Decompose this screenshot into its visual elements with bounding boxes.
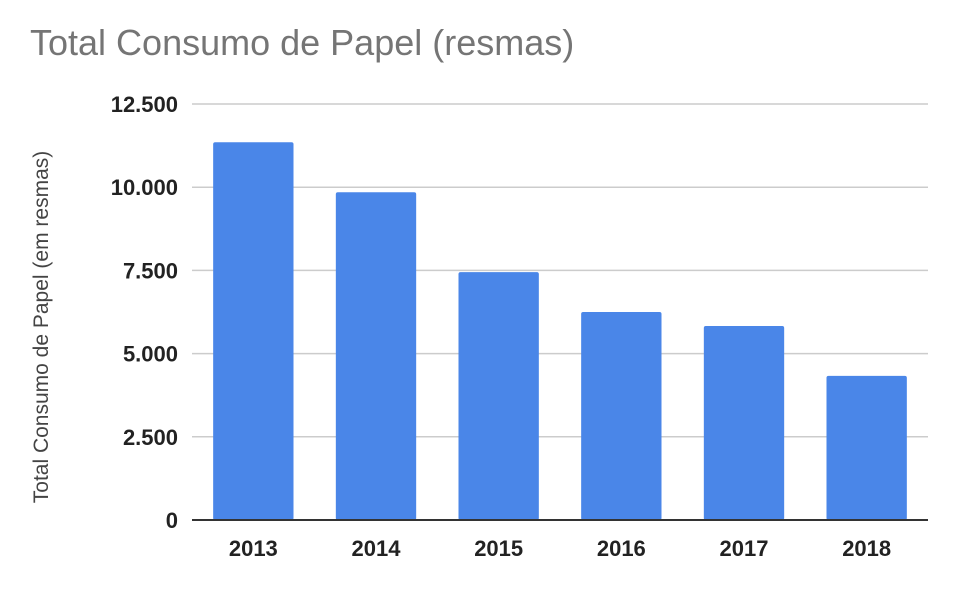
x-tick-labels: 2013 2014 2015 2016 2017 2018: [229, 536, 891, 561]
y-tick-label: 10.000: [111, 175, 178, 200]
y-tick-label: 5.000: [123, 342, 178, 367]
x-tick-label: 2014: [352, 536, 402, 561]
x-tick-label: 2016: [597, 536, 646, 561]
bar-2018: [826, 375, 907, 520]
bars: [213, 142, 907, 520]
bar-2013: [213, 142, 294, 520]
bar-2016: [581, 312, 662, 520]
chart-title: Total Consumo de Papel (resmas): [30, 22, 575, 63]
y-tick-label: 2.500: [123, 425, 178, 450]
x-tick-label: 2013: [229, 536, 278, 561]
y-axis-label: Total Consumo de Papel (em resmas): [30, 151, 53, 503]
y-tick-label: 0: [166, 508, 178, 533]
gridlines: [192, 103, 928, 438]
bar-2015: [458, 272, 539, 520]
x-tick-label: 2015: [474, 536, 523, 561]
x-tick-label: 2018: [842, 536, 891, 561]
bar-2014: [335, 192, 417, 520]
y-tick-labels: 0 2.500 5.000 7.500 10.000 12.500: [111, 92, 178, 533]
x-tick-label: 2017: [720, 536, 769, 561]
bar-2017: [703, 325, 785, 520]
y-tick-label: 7.500: [123, 258, 178, 283]
y-tick-label: 12.500: [111, 92, 178, 117]
